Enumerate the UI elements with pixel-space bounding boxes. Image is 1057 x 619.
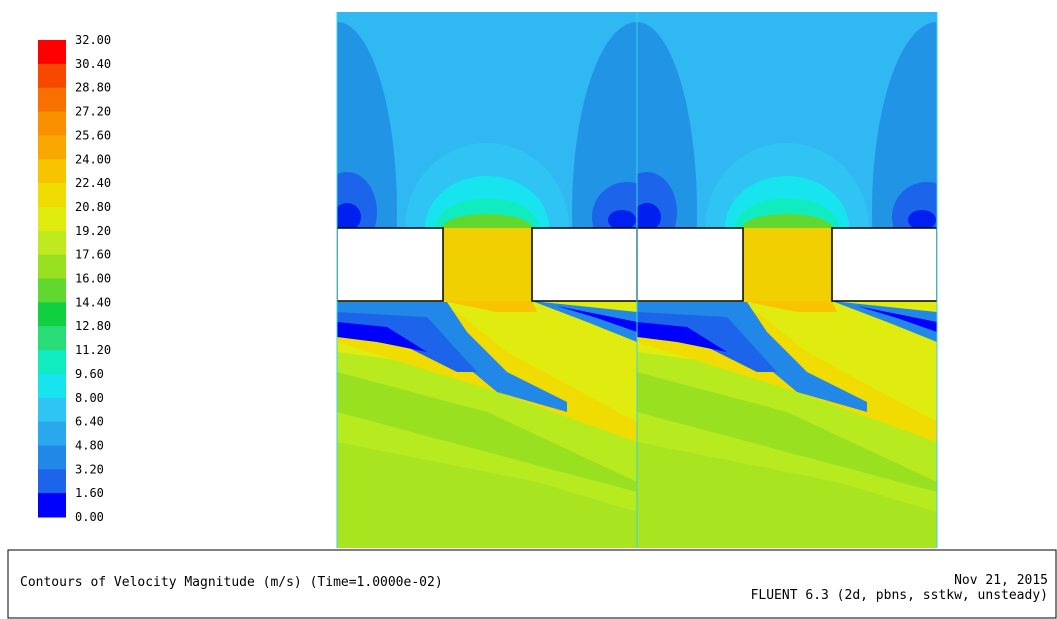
legend-swatch [38, 183, 66, 208]
color-legend: 32.00 30.40 28.80 27.20 25.60 24.00 22.40 20.80… [38, 33, 111, 524]
legend-label: 14.40 [75, 295, 111, 309]
legend-label: 32.00 [75, 33, 111, 47]
legend-label: 16.00 [75, 272, 111, 286]
legend-label: 9.60 [75, 367, 104, 381]
legend-label: 11.20 [75, 343, 111, 357]
legend-label: 3.20 [75, 462, 104, 476]
legend-label: 30.40 [75, 57, 111, 71]
legend-label: 8.00 [75, 391, 104, 405]
legend-label: 28.80 [75, 81, 111, 95]
caption: Contours of Velocity Magnitude (m/s) (Ti… [20, 575, 443, 590]
legend-label: 4.80 [75, 438, 104, 452]
legend-label: 12.80 [75, 319, 111, 333]
legend-swatch [38, 87, 66, 113]
legend-swatch [38, 40, 66, 65]
legend-swatch [38, 254, 66, 279]
footer-box [7, 549, 1057, 619]
legend-swatch [38, 493, 66, 518]
legend-label: 27.20 [75, 105, 111, 119]
legend-swatch [38, 326, 66, 351]
legend-swatch [38, 63, 66, 89]
legend-swatch [38, 445, 66, 470]
legend-swatch [38, 159, 66, 184]
legend-swatch [38, 278, 66, 303]
legend-swatch [38, 111, 66, 136]
date: Nov 21, 2015 [954, 573, 1048, 588]
legend-label: 24.00 [75, 152, 111, 166]
legend-label: 25.60 [75, 128, 111, 142]
legend-swatch [38, 421, 66, 446]
legend-swatch [38, 373, 66, 399]
legend-label: 6.40 [75, 415, 104, 429]
legend-swatch [38, 350, 66, 375]
software: FLUENT 6.3 (2d, pbns, sstkw, unsteady) [751, 588, 1048, 603]
legend-swatch [38, 206, 66, 232]
legend-label: 17.60 [75, 248, 111, 262]
legend-swatch [38, 397, 66, 423]
legend-swatch [38, 230, 66, 256]
legend-label: 22.40 [75, 176, 111, 190]
legend-label: 20.80 [75, 200, 111, 214]
legend-label: 0.00 [75, 510, 104, 524]
legend-label: 19.20 [75, 224, 111, 238]
contour-plot [277, 12, 1002, 548]
legend-swatch [38, 302, 66, 327]
legend-swatch [38, 135, 66, 160]
legend-label: 1.60 [75, 486, 104, 500]
legend-swatch [38, 469, 66, 494]
